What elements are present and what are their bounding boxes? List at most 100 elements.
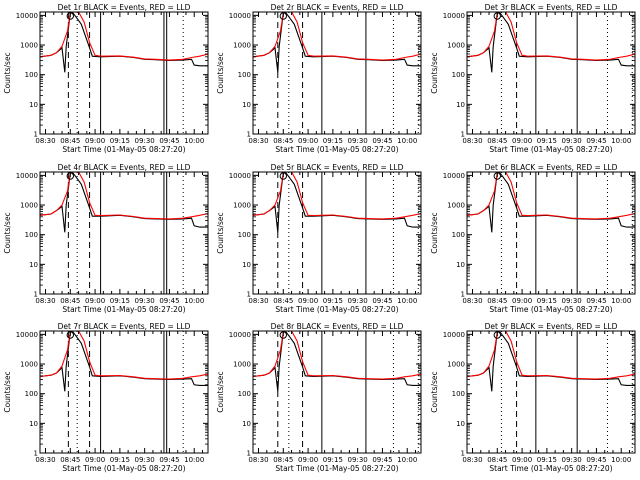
y-tick-label: 1 [34, 291, 38, 299]
x-tick-label: 09:00 [298, 456, 318, 464]
x-axis-title: Start Time (01-May-05 08:27:20) [62, 464, 185, 473]
events-series-line [253, 172, 421, 233]
y-tick-label: 1 [247, 131, 251, 139]
x-tick-label: 09:30 [348, 137, 368, 145]
chart-panel-8: 08:30 08:45 09:00 09:15 09:30 09:45 10:00 1 10 10… [216, 322, 422, 473]
plot-frame [252, 330, 422, 454]
chart-panel-4: 08:30 08:45 09:00 09:15 09:30 09:45 10:00 1 10 10… [3, 163, 209, 314]
x-tick-label: 09:45 [372, 297, 392, 305]
chart-panel-6: 08:30 08:45 09:00 09:15 09:30 09:45 10:00 1 10 10… [430, 163, 636, 314]
y-tick-label: 1000 [447, 361, 465, 369]
y-tick-label: 10000 [443, 331, 465, 339]
lld-series-line [467, 12, 635, 61]
lld-series-line [40, 172, 208, 220]
x-axis-title: Start Time (01-May-05 08:27:20) [275, 305, 398, 314]
x-tick-label: 08:30 [462, 137, 482, 145]
x-tick-label: 08:30 [462, 297, 482, 305]
x-tick-label: 08:45 [60, 297, 80, 305]
x-tick-label: 09:30 [135, 297, 155, 305]
y-tick-label: 1000 [20, 202, 38, 210]
y-tick-label: 100 [452, 390, 465, 398]
plot-frame [466, 171, 636, 295]
x-tick-label: 09:30 [135, 456, 155, 464]
x-tick-label: 09:15 [110, 297, 130, 305]
y-axis-title: Counts/sec [3, 52, 12, 93]
panel-title: Det 3r BLACK = Events, RED = LLD [485, 3, 618, 12]
x-tick-label: 09:30 [348, 297, 368, 305]
y-axis-title: Counts/sec [430, 371, 439, 412]
x-tick-label: 09:00 [512, 297, 532, 305]
y-tick-label: 1000 [20, 361, 38, 369]
y-tick-label: 100 [25, 231, 38, 239]
y-tick-label: 1000 [233, 42, 251, 50]
y-tick-label: 10 [242, 101, 251, 109]
x-tick-label: 09:15 [537, 456, 557, 464]
panel-title: Det 5r BLACK = Events, RED = LLD [271, 163, 404, 172]
y-tick-label: 1 [461, 291, 465, 299]
x-tick-label: 09:30 [562, 297, 582, 305]
x-tick-label: 09:00 [85, 137, 105, 145]
x-tick-label: 08:30 [248, 137, 268, 145]
x-tick-label: 08:45 [60, 137, 80, 145]
x-axis-title: Start Time (01-May-05 08:27:20) [275, 464, 398, 473]
x-tick-label: 09:15 [323, 456, 343, 464]
y-tick-label: 10000 [443, 12, 465, 20]
x-tick-label: 09:45 [159, 297, 179, 305]
plot-frame [39, 171, 209, 295]
x-tick-label: 08:30 [248, 297, 268, 305]
plot-frame [39, 11, 209, 135]
panel-title: Det 2r BLACK = Events, RED = LLD [271, 3, 404, 12]
x-tick-label: 10:00 [611, 297, 631, 305]
x-tick-label: 10:00 [184, 456, 204, 464]
x-tick-label: 08:45 [60, 456, 80, 464]
plot-frame [466, 330, 636, 454]
x-tick-label: 09:00 [85, 297, 105, 305]
x-tick-label: 09:00 [298, 297, 318, 305]
chart-panel-3: 08:30 08:45 09:00 09:15 09:30 09:45 10:00 1 10 10… [430, 3, 636, 154]
lld-series-line [467, 172, 635, 220]
x-tick-label: 09:45 [372, 456, 392, 464]
y-tick-label: 100 [25, 390, 38, 398]
y-tick-label: 100 [238, 231, 251, 239]
chart-panel-1: 08:30 08:45 09:00 09:15 09:30 09:45 10:00 1 10 10… [3, 3, 209, 154]
x-axis-title: Start Time (01-May-05 08:27:20) [275, 145, 398, 154]
x-tick-label: 08:45 [273, 456, 293, 464]
x-tick-label: 10:00 [611, 456, 631, 464]
x-tick-label: 08:45 [487, 137, 507, 145]
y-axis-title: Counts/sec [430, 212, 439, 253]
plot-frame [39, 330, 209, 454]
y-tick-label: 10 [242, 420, 251, 428]
events-series-line [40, 12, 208, 73]
events-series-line [467, 172, 635, 233]
chart-panel-7: 08:30 08:45 09:00 09:15 09:30 09:45 10:00 1 10 10… [3, 322, 209, 473]
y-tick-label: 100 [238, 390, 251, 398]
y-tick-label: 10 [456, 101, 465, 109]
x-tick-label: 10:00 [397, 297, 417, 305]
x-tick-label: 10:00 [184, 137, 204, 145]
x-tick-label: 08:30 [35, 137, 55, 145]
y-tick-label: 1 [34, 131, 38, 139]
chart-panel-2: 08:30 08:45 09:00 09:15 09:30 09:45 10:00 1 10 10… [216, 3, 422, 154]
y-tick-label: 10 [242, 261, 251, 269]
x-tick-label: 09:00 [512, 137, 532, 145]
x-tick-label: 08:45 [487, 456, 507, 464]
x-tick-label: 08:30 [35, 456, 55, 464]
y-tick-label: 10000 [16, 12, 38, 20]
x-tick-label: 09:45 [586, 297, 606, 305]
x-axis-title: Start Time (01-May-05 08:27:20) [62, 145, 185, 154]
events-series-line [40, 331, 208, 392]
x-tick-label: 08:45 [273, 297, 293, 305]
panel-title: Det 6r BLACK = Events, RED = LLD [485, 163, 618, 172]
x-tick-label: 09:45 [586, 456, 606, 464]
y-tick-label: 1 [34, 450, 38, 458]
x-tick-label: 08:30 [248, 456, 268, 464]
x-tick-label: 09:00 [85, 456, 105, 464]
y-tick-label: 1 [247, 450, 251, 458]
x-axis-title: Start Time (01-May-05 08:27:20) [62, 305, 185, 314]
x-tick-label: 09:15 [323, 137, 343, 145]
x-tick-label: 09:45 [372, 137, 392, 145]
lld-series-line [467, 331, 635, 380]
y-tick-label: 1 [461, 450, 465, 458]
x-tick-label: 09:30 [348, 456, 368, 464]
